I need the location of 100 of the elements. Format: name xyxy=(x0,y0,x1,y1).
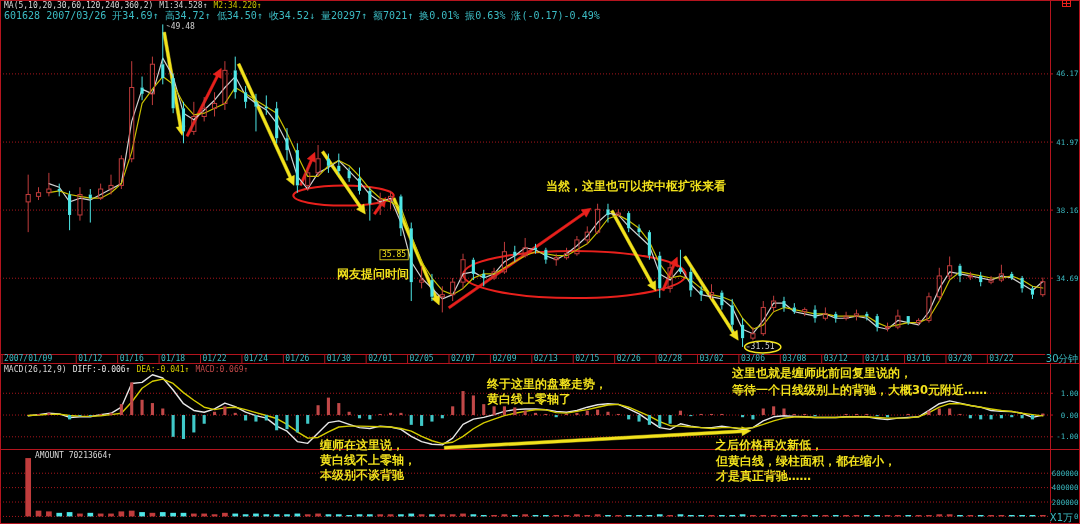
x-tick-label: 03/20 xyxy=(947,354,973,363)
bar xyxy=(161,408,165,416)
annotation: 黄白线上零轴了 xyxy=(486,391,571,406)
chart-title: AMOUNT 70213664↑ xyxy=(35,450,113,460)
x-tick-label: 02/07 xyxy=(450,354,476,363)
candlestick xyxy=(708,283,715,300)
candlestick xyxy=(171,72,175,114)
bar xyxy=(285,415,289,430)
candlestick xyxy=(1010,271,1014,281)
bar xyxy=(482,404,486,416)
x-tick-label: 02/01 xyxy=(368,354,393,363)
bar xyxy=(192,415,196,433)
candlestick xyxy=(720,289,724,311)
candlestick xyxy=(667,263,673,294)
candlestick xyxy=(233,56,237,100)
annotation: 黄白线不上零轴， xyxy=(319,453,416,467)
candlestick xyxy=(181,101,186,144)
candlestick xyxy=(285,127,289,162)
bar xyxy=(367,514,373,517)
candlestick xyxy=(46,172,52,197)
candlestick xyxy=(77,186,83,222)
candlestick xyxy=(326,153,330,174)
text: M1:34.528↑ xyxy=(159,0,208,10)
bar xyxy=(574,514,580,517)
bar xyxy=(409,415,413,425)
candlestick xyxy=(491,267,497,281)
candlestick xyxy=(741,317,745,348)
bar xyxy=(429,514,435,517)
candlestick xyxy=(647,229,651,261)
annotation: 等待一个日线级别上的背驰，大概30元附近…… xyxy=(731,383,988,397)
bar xyxy=(420,415,424,426)
bar xyxy=(306,415,310,424)
candlestick xyxy=(834,311,838,324)
annotation: 才是真正背驰…… xyxy=(715,469,811,483)
x-tick-label: 2007/01/09 xyxy=(4,354,53,363)
bar xyxy=(656,514,663,517)
bar xyxy=(109,412,113,416)
candlestick xyxy=(606,203,610,224)
candlestick xyxy=(658,251,662,299)
candlestick xyxy=(68,190,72,231)
candlestick xyxy=(191,101,197,136)
annotation: 这里也就是缠师此前回复里说的， xyxy=(731,366,912,380)
bar xyxy=(606,411,610,416)
bar xyxy=(263,514,270,517)
x-tick-label: 03/02 xyxy=(699,354,724,363)
bar xyxy=(140,399,144,416)
candlestick xyxy=(637,223,641,237)
candlestick xyxy=(843,311,849,321)
x-tick-label: 02/05 xyxy=(409,354,434,363)
x-tick-label: 02/13 xyxy=(533,354,559,363)
candlestick xyxy=(337,153,341,176)
annotation: 本级别不谈背驰 xyxy=(319,468,405,482)
x-tick-label: 01/12 xyxy=(78,354,103,363)
annotation: 终于这里的盘整走势， xyxy=(486,376,607,391)
candlestick xyxy=(254,93,258,132)
annotation: 之后价格再次新低， xyxy=(713,437,823,452)
chart-title: MA(5,10,20,30,60,120,240,360,2) xyxy=(4,0,154,10)
x-tick-label: 03/08 xyxy=(782,354,807,363)
candlestick xyxy=(275,101,279,144)
bar xyxy=(326,397,330,416)
bar xyxy=(254,415,258,422)
candlestick xyxy=(627,210,631,233)
x-tick-label: 02/26 xyxy=(616,354,641,363)
bar xyxy=(284,514,290,517)
candlestick xyxy=(1030,285,1035,300)
bar xyxy=(936,514,943,517)
bar xyxy=(377,514,384,517)
candlestick xyxy=(689,267,693,298)
text: 601628 2007/03/26 开34.69↑ 高34.72↑ 低34.50↑ 收34.52↓ 量20297↑ 额7021↑ 换0.01% 振0.63% 涨(-0.17)-0.49% xyxy=(4,9,600,21)
bar xyxy=(46,511,52,517)
candlestick xyxy=(513,245,517,263)
candlestick xyxy=(347,167,351,183)
candlestick xyxy=(699,285,703,302)
candlestick xyxy=(140,76,144,101)
candlestick xyxy=(895,309,901,330)
bar xyxy=(398,514,404,517)
x-tick-label: 01/18 xyxy=(161,354,186,363)
candlestick xyxy=(533,243,538,255)
candlestick xyxy=(161,23,165,85)
annotation: 31.51 xyxy=(750,342,775,352)
candlestick xyxy=(802,306,808,317)
chart-title: MACD(26,12,9) xyxy=(4,364,67,374)
y-axis-title: X1万 xyxy=(1049,511,1074,523)
bar xyxy=(212,411,217,416)
bar xyxy=(522,514,528,517)
bar xyxy=(316,405,320,416)
text: MACD:0.069↑ xyxy=(195,364,249,374)
bar xyxy=(128,510,135,517)
bar xyxy=(668,415,672,424)
x-tick-label: 03/16 xyxy=(906,354,931,363)
annotation: 49.48 xyxy=(170,21,196,31)
candlestick xyxy=(958,263,962,283)
candlestick xyxy=(357,167,362,196)
candlestick xyxy=(926,292,932,324)
candlestick xyxy=(522,237,528,259)
candlestick xyxy=(482,269,486,287)
bar xyxy=(451,406,455,416)
bar xyxy=(130,382,134,416)
candlestick xyxy=(760,300,766,337)
bar xyxy=(171,415,175,437)
